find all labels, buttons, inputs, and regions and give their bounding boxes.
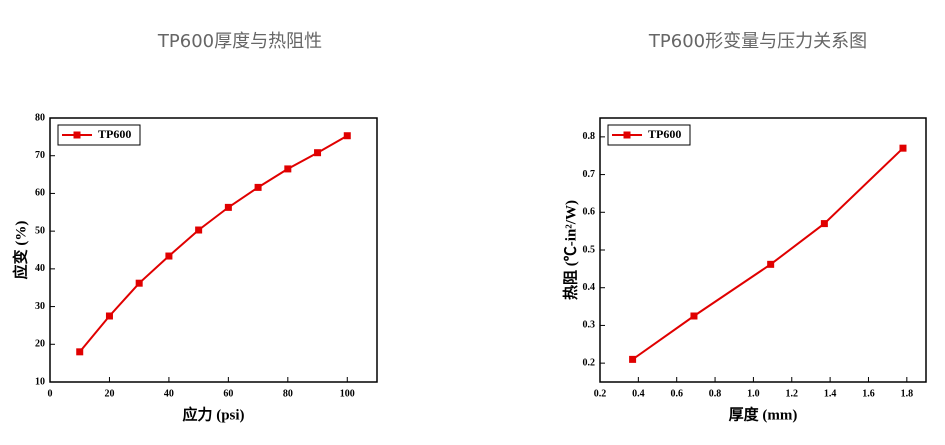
- legend-marker: [623, 131, 631, 139]
- y-axis-label: 热阻 (℃-in²/W): [561, 200, 579, 300]
- x-tick-label: 0.8: [709, 388, 722, 399]
- y-tick-label: 80: [35, 112, 45, 123]
- y-tick-label: 0.6: [583, 207, 596, 218]
- x-tick-label: 1.2: [786, 388, 799, 399]
- y-tick-label: 30: [35, 301, 45, 312]
- marker: [690, 312, 698, 320]
- chart-title: TP600形变量与压力关系图: [648, 31, 867, 52]
- legend-marker: [73, 131, 81, 139]
- marker: [165, 252, 173, 260]
- marker: [224, 203, 232, 211]
- x-tick-label: 1.4: [824, 388, 837, 399]
- y-tick-label: 0.5: [583, 244, 596, 255]
- series-line: [632, 147, 904, 361]
- marker: [767, 260, 775, 268]
- marker: [629, 355, 637, 363]
- x-tick-label: 1.6: [862, 388, 875, 399]
- y-tick-label: 40: [35, 263, 45, 274]
- marker: [254, 183, 262, 191]
- y-tick-label: 20: [35, 339, 45, 350]
- marker: [343, 132, 351, 140]
- legend-box: [57, 124, 141, 146]
- x-tick-label: 0.2: [594, 388, 607, 399]
- y-tick-label: 50: [35, 225, 45, 236]
- legend-label: TP600: [98, 127, 131, 141]
- y-tick-label: 70: [35, 150, 45, 161]
- x-tick-label: 20: [104, 388, 114, 399]
- marker: [76, 348, 84, 356]
- x-tick-label: 0: [48, 388, 53, 399]
- y-tick-label: 0.3: [583, 320, 596, 331]
- x-tick-label: 0.4: [632, 388, 645, 399]
- y-axis-label: 应变 (%): [11, 221, 29, 280]
- y-tick-label: 0.2: [583, 357, 596, 368]
- y-tick-label: 60: [35, 188, 45, 199]
- marker: [135, 279, 143, 287]
- y-tick-label: 0.7: [583, 169, 596, 180]
- x-tick-label: 60: [223, 388, 233, 399]
- x-tick-label: 100: [340, 388, 355, 399]
- x-tick-label: 80: [283, 388, 293, 399]
- x-tick-label: 0.6: [670, 388, 683, 399]
- marker: [314, 149, 322, 157]
- y-tick-label: 0.4: [583, 282, 596, 293]
- marker: [820, 220, 828, 228]
- plot-frame: [599, 117, 927, 383]
- marker: [284, 165, 292, 173]
- x-tick-label: 40: [164, 388, 174, 399]
- plot-frame: [49, 117, 378, 383]
- series-line: [78, 134, 348, 353]
- y-tick-label: 10: [35, 376, 45, 387]
- y-tick-label: 0.8: [583, 131, 596, 142]
- x-tick-label: 1.0: [747, 388, 760, 399]
- x-axis-label: 应力 (psi): [182, 405, 244, 423]
- x-axis-label: 厚度 (mm): [729, 405, 798, 423]
- chart-title: TP600厚度与热阻性: [157, 31, 322, 52]
- marker: [899, 144, 907, 152]
- x-tick-label: 1.8: [901, 388, 914, 399]
- legend-box: [607, 124, 691, 146]
- marker: [195, 226, 203, 234]
- legend-label: TP600: [648, 127, 681, 141]
- marker: [105, 312, 113, 320]
